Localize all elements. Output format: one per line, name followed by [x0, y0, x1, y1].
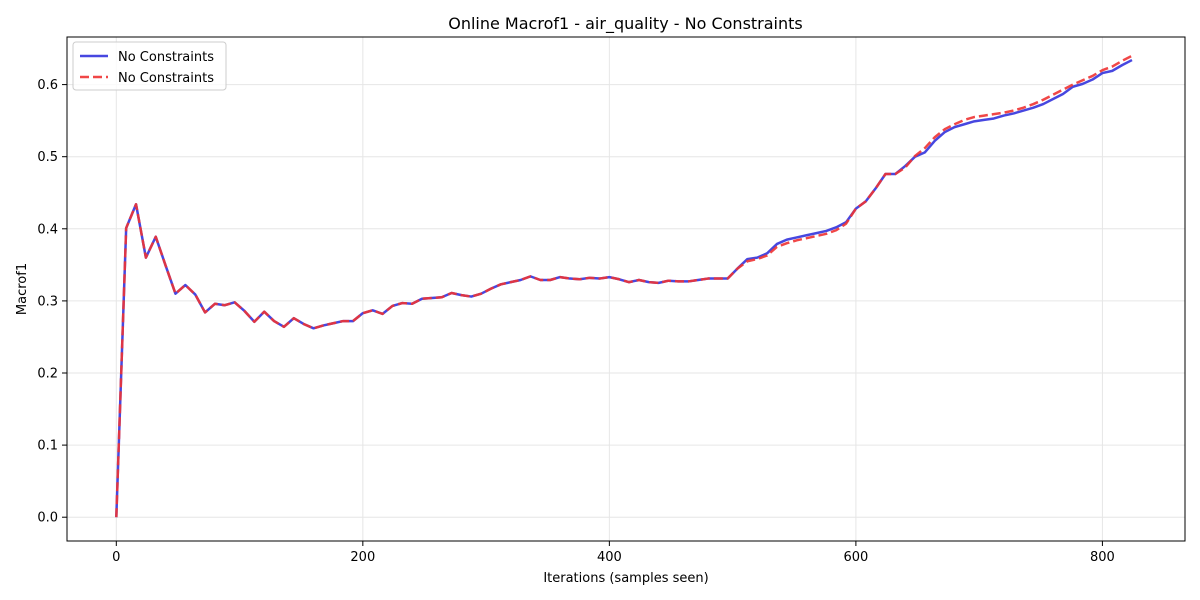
y-tick-label: 0.3: [37, 294, 58, 309]
chart-title: Online Macrof1 - air_quality - No Constr…: [448, 14, 803, 34]
legend-label-solid: No Constraints: [118, 50, 214, 65]
series-lines: [115, 54, 1133, 518]
y-tick-label: 0.5: [37, 150, 58, 165]
x-tick-label: 400: [597, 550, 622, 565]
grid: [67, 37, 1185, 541]
legend-box: [72, 41, 227, 91]
x-tick-label: 600: [843, 550, 868, 565]
x-tick-label: 0: [112, 550, 120, 565]
series-line-dashed: [115, 54, 1133, 518]
y-tick-label: 0.2: [37, 367, 58, 382]
legend: No Constraints No Constraints: [72, 41, 227, 91]
y-axis-label: Macrof1: [15, 263, 30, 315]
y-tick-label: 0.6: [37, 78, 58, 93]
y-tick-label: 0.1: [37, 439, 58, 454]
y-tick-label: 0.4: [37, 222, 58, 237]
x-tick-label: 200: [350, 550, 375, 565]
x-tick-label: 800: [1090, 550, 1115, 565]
legend-label-dashed: No Constraints: [118, 71, 214, 86]
y-tick-label: 0.0: [37, 511, 58, 526]
plot-frame: [66, 36, 1186, 542]
axis-ticks: 0 200 400 600 800 0.0 0.1 0.2 0.3 0.4 0.5 0.6: [37, 78, 1115, 565]
x-axis-label: Iterations (samples seen): [543, 571, 708, 586]
